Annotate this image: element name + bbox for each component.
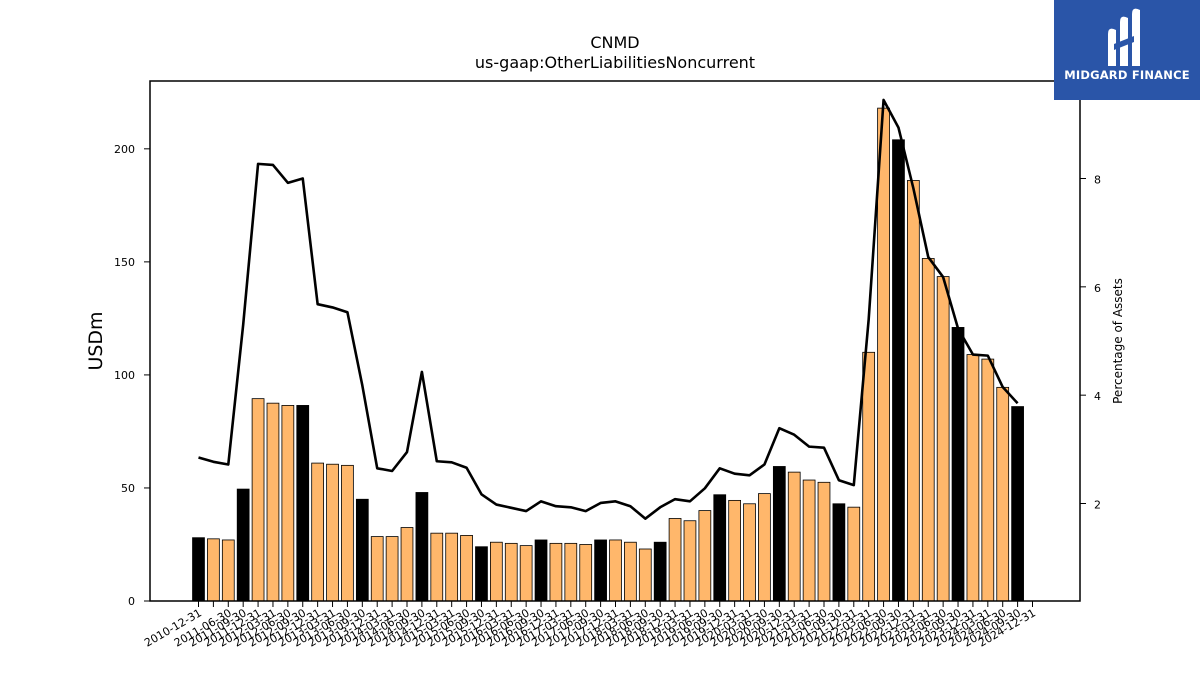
bar	[519, 545, 533, 602]
bar	[594, 539, 607, 602]
bar	[624, 541, 637, 602]
bar	[236, 488, 250, 602]
bar	[802, 479, 816, 602]
bar	[638, 548, 652, 602]
y-tick-label: 0	[128, 595, 135, 608]
bar	[981, 358, 995, 602]
bar	[221, 539, 235, 602]
bar	[683, 520, 697, 602]
bar	[385, 536, 399, 602]
bar	[534, 539, 548, 602]
axes: 05010015020024682010-12-312011-06-302011…	[114, 80, 1101, 650]
y-tick-label: 50	[121, 482, 135, 495]
bar	[787, 471, 801, 602]
bar	[460, 535, 473, 602]
bar	[192, 537, 205, 602]
bar	[326, 463, 339, 602]
bar	[251, 398, 265, 602]
bar	[668, 518, 682, 602]
bar	[355, 498, 369, 602]
bar	[207, 538, 220, 602]
y2-tick-label: 2	[1094, 499, 1101, 512]
bar	[743, 503, 756, 602]
bar	[430, 532, 444, 602]
brand-logo: MIDGARD FINANCE	[1054, 0, 1200, 100]
bar	[475, 546, 488, 602]
bar	[281, 405, 295, 602]
bar	[951, 327, 965, 602]
bar	[1011, 406, 1024, 602]
bar	[311, 462, 325, 602]
bar	[296, 405, 310, 602]
bar	[758, 493, 771, 602]
bar	[564, 542, 578, 602]
bar	[504, 542, 518, 602]
y2-axis-label: Percentage of Assets	[1111, 278, 1125, 404]
y2-tick-label: 6	[1094, 282, 1101, 295]
bar	[996, 386, 1010, 602]
y-tick-label: 200	[114, 143, 135, 156]
bar	[400, 527, 414, 602]
bar	[892, 139, 905, 602]
logo-mark-icon	[1108, 8, 1140, 67]
bar	[921, 258, 935, 602]
bar	[579, 544, 593, 602]
bar	[862, 351, 876, 602]
bar	[877, 107, 890, 602]
chart-title: CNMD	[590, 33, 639, 52]
bar	[415, 492, 429, 602]
bar	[549, 542, 563, 602]
line-series	[198, 98, 1019, 520]
bar	[728, 499, 742, 602]
bar	[445, 532, 459, 602]
logo-text: MIDGARD FINANCE	[1064, 68, 1190, 82]
bar	[772, 466, 786, 602]
bar	[817, 481, 831, 602]
bar	[370, 536, 384, 602]
bar	[713, 494, 727, 602]
y-axis-label: USDm	[85, 311, 107, 370]
bar	[847, 506, 861, 602]
bar	[489, 541, 503, 602]
bar	[609, 539, 622, 602]
bar	[907, 180, 920, 602]
bar	[266, 402, 280, 602]
bar	[832, 503, 846, 602]
bar	[341, 464, 354, 602]
y-tick-label: 100	[114, 369, 135, 382]
bar	[936, 276, 950, 602]
y2-tick-label: 8	[1094, 174, 1101, 187]
bar	[698, 510, 712, 602]
y-tick-label: 150	[114, 256, 135, 269]
bar-series	[192, 107, 1024, 602]
y2-tick-label: 4	[1094, 390, 1101, 403]
bar	[653, 541, 667, 602]
chart-subtitle: us-gaap:OtherLiabilitiesNoncurrent	[475, 53, 755, 72]
percentage-line	[198, 98, 1019, 520]
bar	[966, 354, 980, 602]
